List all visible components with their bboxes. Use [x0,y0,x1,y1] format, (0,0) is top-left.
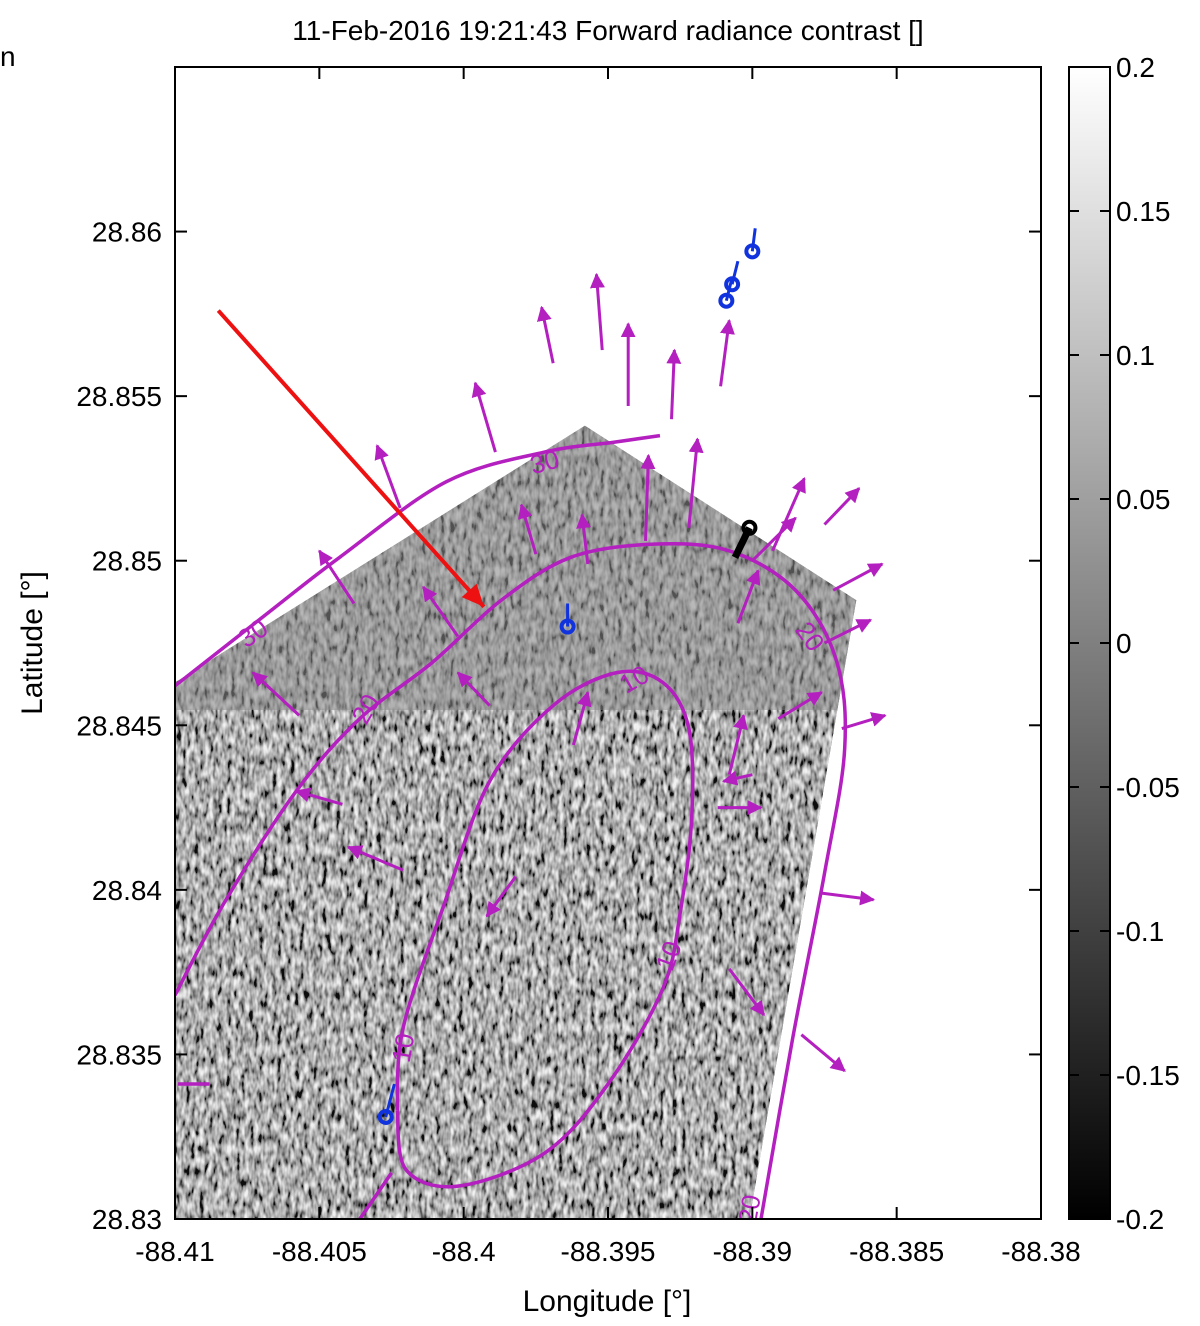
velocity-vector [687,437,704,528]
chart-title: 11-Feb-2016 19:21:43 Forward radiance co… [292,15,923,46]
y-tick-label: 28.83 [92,1204,162,1235]
y-tick-label: 28.84 [92,875,162,906]
velocity-vector [485,875,517,918]
velocity-vector [318,549,356,605]
x-tick-label: -88.4 [432,1236,496,1267]
y-tick-label: 28.85 [92,546,162,577]
colorbar-tick-label: 0.15 [1116,196,1171,227]
drifter-tracks [377,228,761,1125]
colorbar-tick-label: 0 [1116,628,1132,659]
annotation-arrow-shaft [216,309,486,609]
colorbar-tick-label: -0.15 [1116,1060,1180,1091]
drifter-marker [718,292,735,309]
velocity-vector [346,845,404,872]
contour-line-20 [175,542,848,1219]
drifter-track-tail [750,228,757,252]
velocity-vector [536,305,555,364]
drifter-marker [741,519,758,536]
velocity-vector [777,691,823,720]
drifter-marker [744,243,761,260]
velocity-vector [722,770,753,786]
x-axis-label: Longitude [°] [523,1285,692,1318]
x-tick-label: -88.405 [272,1236,367,1267]
drifter-track-tail [730,260,740,285]
x-tick-label: -88.41 [135,1236,214,1267]
contour-line-segment [358,1171,393,1219]
x-tick-label: -88.395 [561,1236,656,1267]
drifter-marker [559,618,576,635]
colorbar: 0.2 0.15 0.1 0.05 0 -0.05 -0.1 -0.15 -0.2 [1068,52,1180,1235]
contour-line-30 [175,433,661,688]
x-axis-ticks: -88.41 -88.405 -88.4 -88.395 -88.39 -88.385 -8… [135,67,1081,1267]
colorbar-ticks: 0.2 0.15 0.1 0.05 0 -0.05 -0.1 -0.15 -0.2 [1069,52,1180,1235]
velocity-vector [666,348,682,420]
velocity-vectors [251,272,887,1073]
colorbar-tick-label: 0.05 [1116,484,1171,515]
y-tick-label: 28.855 [76,381,162,412]
drifter-marker [724,276,741,293]
velocity-vector [823,618,873,645]
annotations [216,309,486,609]
velocity-vector [294,787,343,806]
velocity-vector [823,487,861,526]
x-tick-label: -88.385 [849,1236,944,1267]
y-axis-ticks: 28.83 28.835 28.84 28.845 28.85 28.855 28.86 [76,217,1041,1235]
velocity-vector [821,890,876,906]
velocity-vector [576,513,592,565]
annotation-arrow-head [461,583,484,607]
velocity-vector [471,381,497,453]
velocity-vector [517,503,538,555]
velocity-vector [719,318,735,387]
corner-text: n [0,41,16,72]
velocity-vector [456,671,491,707]
velocity-vector [751,516,797,562]
x-tick-label: -88.39 [713,1236,792,1267]
y-axis-label: Latitude [°] [16,571,49,715]
velocity-vector [571,690,592,746]
colorbar-tick-label: 0.1 [1116,340,1155,371]
colorbar-tick-label: -0.1 [1116,916,1164,947]
drifter-marker [377,1108,394,1125]
contour-label: 20 [732,1192,767,1226]
velocity-vector [800,1033,846,1073]
velocity-vector [590,272,605,351]
velocity-vector [736,569,761,624]
y-tick-label: 28.835 [76,1039,162,1070]
velocity-vector [832,562,884,592]
colorbar-tick-label: -0.2 [1116,1204,1164,1235]
colorbar-tick-label: -0.05 [1116,772,1180,803]
velocity-vector [841,712,887,731]
velocity-vector [728,967,766,1017]
velocity-vector [771,477,806,552]
velocity-vector [727,713,748,776]
velocity-vector [251,671,301,717]
y-tick-label: 28.86 [92,217,162,248]
contour-line-10 [395,669,695,1189]
velocity-vector [374,444,402,509]
velocity-vector [640,453,656,542]
contour-label: 10 [386,1031,421,1065]
x-tick-label: -88.38 [1001,1236,1080,1267]
velocity-vector [422,585,460,638]
y-tick-label: 28.845 [76,710,162,741]
colorbar-tick-label: 0.2 [1116,52,1155,83]
